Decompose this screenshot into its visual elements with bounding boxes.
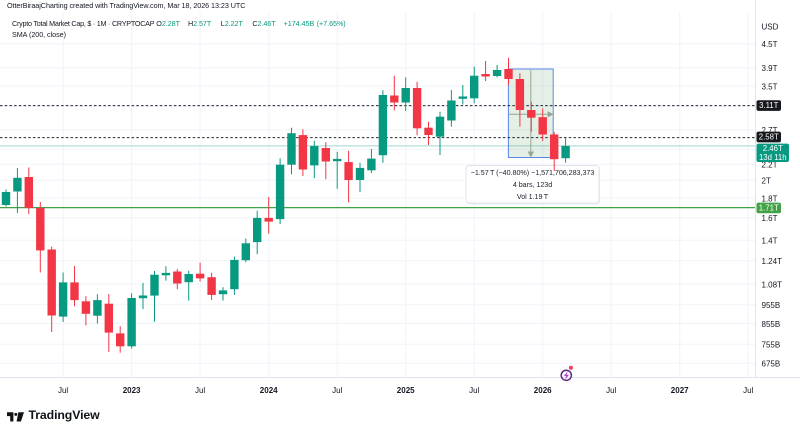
svg-text:3.9T: 3.9T	[762, 64, 778, 73]
svg-text:13d 11h: 13d 11h	[759, 153, 787, 162]
svg-text:USD: USD	[762, 22, 779, 31]
svg-text:675B: 675B	[762, 360, 781, 369]
svg-text:Jul: Jul	[195, 386, 205, 395]
svg-text:2023: 2023	[123, 386, 141, 395]
svg-text:Jul: Jul	[606, 386, 616, 395]
svg-text:2.7T: 2.7T	[762, 126, 778, 135]
svg-text:3.5T: 3.5T	[762, 82, 778, 91]
svg-text:Jul: Jul	[332, 386, 342, 395]
svg-text:−1.57 T (−40.80%) −1,571,706,2: −1.57 T (−40.80%) −1,571,706,283,373	[471, 168, 595, 177]
svg-text:2T: 2T	[762, 177, 771, 186]
svg-text:2.2T: 2.2T	[762, 161, 778, 170]
svg-text:2027: 2027	[671, 386, 689, 395]
svg-text:2.58T: 2.58T	[759, 133, 779, 142]
svg-text:3.11T: 3.11T	[759, 101, 779, 110]
svg-text:Jul: Jul	[58, 386, 68, 395]
svg-text:2026: 2026	[534, 386, 552, 395]
svg-text:4.5T: 4.5T	[762, 40, 778, 49]
svg-text:1.6T: 1.6T	[762, 214, 778, 223]
svg-text:1.4T: 1.4T	[762, 237, 778, 246]
svg-text:1.8T: 1.8T	[762, 194, 778, 203]
svg-text:2025: 2025	[397, 386, 415, 395]
svg-text:755B: 755B	[762, 341, 781, 350]
svg-text:955B: 955B	[762, 301, 781, 310]
svg-text:1.71T: 1.71T	[759, 204, 779, 213]
svg-text:4 bars, 123d: 4 bars, 123d	[513, 180, 552, 189]
svg-text:1.24T: 1.24T	[762, 257, 783, 266]
svg-text:Jul: Jul	[743, 386, 753, 395]
svg-text:2.46T: 2.46T	[763, 144, 783, 153]
svg-text:Jul: Jul	[469, 386, 479, 395]
svg-text:Vol 1.19 T: Vol 1.19 T	[517, 192, 549, 201]
svg-text:855B: 855B	[762, 320, 781, 329]
svg-text:1.08T: 1.08T	[762, 280, 783, 289]
svg-text:2024: 2024	[260, 386, 278, 395]
